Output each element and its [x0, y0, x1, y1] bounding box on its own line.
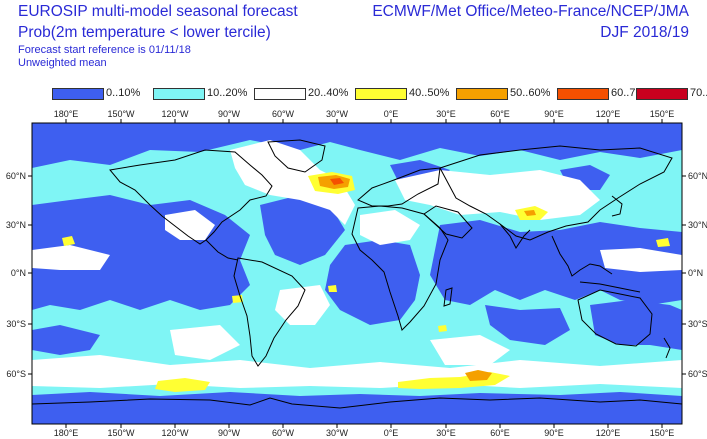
lon-labels-bottom: 180°E 150°W 120°W 90°W 60°W 30°W 0°E 30°…	[54, 428, 675, 438]
lon-label: 150°E	[650, 428, 675, 438]
lon-label: 90°W	[218, 109, 241, 119]
lon-label: 120°E	[596, 109, 621, 119]
lat-label: 0°N	[688, 268, 703, 278]
lat-labels-right: 60°N 30°N 0°N 30°S 60°S	[688, 171, 707, 379]
map-field	[32, 123, 682, 424]
lon-label: 60°E	[490, 109, 510, 119]
lon-label: 90°E	[544, 428, 564, 438]
lat-label: 60°S	[688, 369, 707, 379]
lon-label: 90°E	[544, 109, 564, 119]
lat-label: 30°N	[688, 220, 707, 230]
weighting-note: Unweighted mean	[18, 57, 107, 69]
coastlines	[32, 139, 682, 409]
legend-label: 10..20%	[207, 87, 248, 99]
lon-label: 180°E	[54, 109, 79, 119]
legend-label: 70..100%	[690, 87, 707, 99]
lon-label: 0°E	[384, 109, 399, 119]
legend-swatch	[153, 88, 205, 100]
lon-labels-top: 180°E 150°W 120°W 90°W 60°W 30°W 0°E 30°…	[54, 109, 675, 119]
lon-label: 60°W	[272, 428, 295, 438]
lon-label: 60°W	[272, 109, 295, 119]
lat-labels-left: 60°N 30°N 0°N 30°S 60°S	[6, 171, 26, 379]
lat-label: 60°N	[688, 171, 707, 181]
forecast-start-reference: Forecast start reference is 01/11/18	[18, 44, 191, 56]
lon-label: 120°W	[161, 109, 189, 119]
lat-label: 30°S	[688, 319, 707, 329]
lat-label: 60°S	[6, 369, 26, 379]
lon-label: 90°W	[218, 428, 241, 438]
lon-label: 150°W	[107, 428, 135, 438]
legend-swatch	[254, 88, 306, 100]
map-subtitle: Prob(2m temperature < lower tercile)	[18, 24, 271, 41]
lon-label: 120°E	[596, 428, 621, 438]
legend-swatch	[52, 88, 104, 100]
contributing-centres: ECMWF/Met Office/Meteo-France/NCEP/JMA	[372, 3, 689, 20]
legend-label: 20..40%	[308, 87, 349, 99]
lat-label: 30°N	[6, 220, 26, 230]
legend-label: 0..10%	[106, 87, 141, 99]
forecast-period: DJF 2018/19	[600, 24, 689, 41]
lon-label: 60°E	[490, 428, 510, 438]
lon-label: 30°E	[436, 428, 456, 438]
lon-label: 150°W	[107, 109, 135, 119]
legend-swatch	[557, 88, 609, 100]
tick-marks	[28, 119, 686, 428]
lon-label: 180°E	[54, 428, 79, 438]
lon-label: 30°E	[436, 109, 456, 119]
legend-label: 40..50%	[409, 87, 450, 99]
legend-label: 50..60%	[510, 87, 551, 99]
legend-swatch	[456, 88, 508, 100]
map-title: EUROSIP multi-model seasonal forecast	[18, 3, 298, 20]
lat-label: 0°N	[11, 268, 26, 278]
lat-label: 30°S	[6, 319, 26, 329]
lon-label: 30°W	[326, 428, 349, 438]
legend-swatch	[355, 88, 407, 100]
legend-swatch	[636, 88, 688, 100]
lon-label: 120°W	[161, 428, 189, 438]
lon-label: 150°E	[650, 109, 675, 119]
lat-label: 60°N	[6, 171, 26, 181]
lon-label: 0°E	[384, 428, 399, 438]
field-60-70	[330, 178, 344, 185]
lon-label: 30°W	[326, 109, 349, 119]
